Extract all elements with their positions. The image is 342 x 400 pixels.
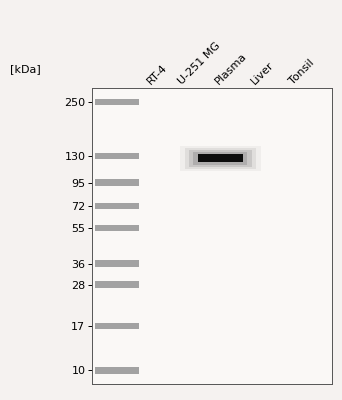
Text: Liver: Liver — [249, 60, 276, 86]
Text: Plasma: Plasma — [213, 50, 249, 86]
Text: [kDa]: [kDa] — [10, 64, 41, 74]
Text: Tonsil: Tonsil — [288, 57, 316, 86]
Text: RT-4: RT-4 — [145, 62, 169, 86]
Text: U-251 MG: U-251 MG — [176, 40, 222, 86]
